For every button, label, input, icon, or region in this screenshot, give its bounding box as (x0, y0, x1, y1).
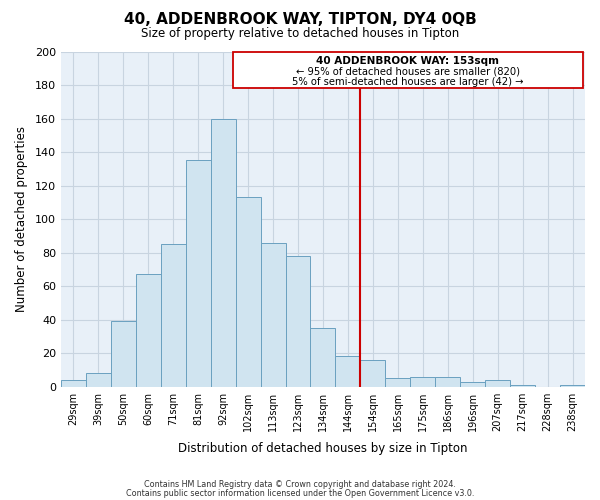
Y-axis label: Number of detached properties: Number of detached properties (15, 126, 28, 312)
Text: 40, ADDENBROOK WAY, TIPTON, DY4 0QB: 40, ADDENBROOK WAY, TIPTON, DY4 0QB (124, 12, 476, 28)
FancyBboxPatch shape (233, 52, 583, 88)
Text: 40 ADDENBROOK WAY: 153sqm: 40 ADDENBROOK WAY: 153sqm (316, 56, 499, 66)
Bar (410, 376, 435, 386)
Bar (111, 322, 136, 386)
Bar (161, 244, 186, 386)
Bar (361, 360, 385, 386)
X-axis label: Distribution of detached houses by size in Tipton: Distribution of detached houses by size … (178, 442, 468, 455)
Bar (560, 385, 585, 386)
Bar (136, 274, 161, 386)
Bar (435, 376, 460, 386)
Bar (460, 382, 485, 386)
Bar (286, 256, 310, 386)
Text: 5% of semi-detached houses are larger (42) →: 5% of semi-detached houses are larger (4… (292, 78, 524, 88)
Bar (236, 198, 260, 386)
Bar (510, 385, 535, 386)
Bar (385, 378, 410, 386)
Bar (61, 380, 86, 386)
Bar (86, 373, 111, 386)
Bar (485, 380, 510, 386)
Text: Contains HM Land Registry data © Crown copyright and database right 2024.: Contains HM Land Registry data © Crown c… (144, 480, 456, 489)
Bar (335, 356, 361, 386)
Bar (211, 118, 236, 386)
Bar (260, 242, 286, 386)
Bar (310, 328, 335, 386)
Text: ← 95% of detached houses are smaller (820): ← 95% of detached houses are smaller (82… (296, 66, 520, 76)
Text: Contains public sector information licensed under the Open Government Licence v3: Contains public sector information licen… (126, 490, 474, 498)
Text: Size of property relative to detached houses in Tipton: Size of property relative to detached ho… (141, 28, 459, 40)
Bar (186, 160, 211, 386)
